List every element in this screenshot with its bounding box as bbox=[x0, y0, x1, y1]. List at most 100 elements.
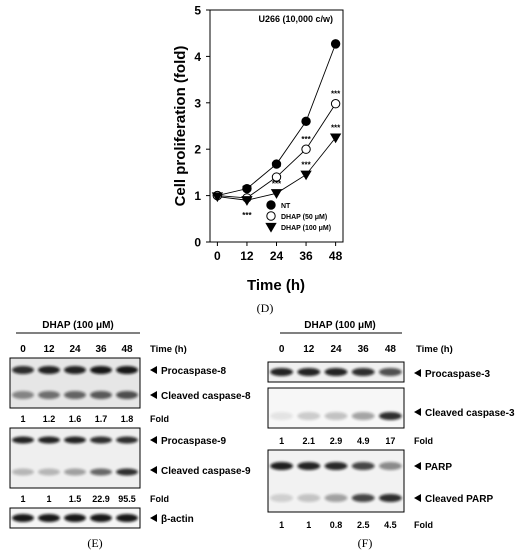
data-point-s2 bbox=[270, 189, 283, 199]
lane-label: 48 bbox=[385, 344, 397, 355]
blot-panel-f: DHAP (100 μM) Time (h) 0 12 24 36 48 Procaspa… bbox=[267, 320, 515, 530]
significance-marker: *** bbox=[272, 163, 282, 172]
blot-strip bbox=[267, 387, 405, 429]
data-point-s1 bbox=[330, 99, 341, 109]
y-tick-label: 0 bbox=[194, 236, 201, 250]
significance-marker: *** bbox=[272, 179, 282, 188]
blot-label: Procaspase-8 bbox=[161, 366, 226, 377]
protein-band bbox=[38, 436, 60, 444]
protein-band bbox=[297, 494, 321, 502]
band-arrow-icon bbox=[414, 494, 421, 502]
protein-band bbox=[90, 468, 112, 476]
protein-band bbox=[116, 514, 138, 522]
fold-label: Fold bbox=[150, 414, 169, 424]
panel-e-time-label: Time (h) bbox=[150, 344, 187, 355]
fold-value: 1.8 bbox=[121, 414, 134, 424]
fold-value: 95.5 bbox=[118, 494, 136, 504]
protein-band bbox=[351, 412, 375, 420]
protein-band bbox=[38, 366, 60, 374]
band-arrow-icon bbox=[150, 436, 157, 444]
data-point-s0 bbox=[330, 39, 341, 49]
y-tick-label: 4 bbox=[194, 50, 201, 64]
panel-f-treatment: DHAP (100 μM) bbox=[304, 320, 376, 331]
legend-label: DHAP (50 μM) bbox=[281, 214, 327, 221]
protein-band bbox=[116, 468, 138, 476]
band-arrow-icon bbox=[414, 369, 421, 377]
lane-label: 36 bbox=[95, 344, 107, 355]
fold-value: 2.1 bbox=[303, 436, 316, 446]
significance-marker: *** bbox=[242, 184, 252, 193]
protein-band bbox=[297, 462, 321, 470]
legend-label: NT bbox=[281, 203, 291, 210]
fold-value: 4.5 bbox=[384, 520, 397, 530]
chart-annotation: U266 (10,000 c/w) bbox=[258, 14, 333, 24]
protein-band bbox=[90, 391, 112, 399]
blot-label: Cleaved caspase-9 bbox=[161, 466, 251, 477]
blot-label: PARP bbox=[425, 462, 452, 473]
panel-label-f: (F) bbox=[358, 536, 373, 550]
band-arrow-icon bbox=[150, 466, 157, 474]
lane-label: 48 bbox=[121, 344, 133, 355]
lane-label: 12 bbox=[43, 344, 55, 355]
protein-band bbox=[12, 366, 34, 374]
band-arrow-icon bbox=[414, 462, 421, 470]
data-point-s0 bbox=[271, 159, 282, 169]
fold-value: 1.6 bbox=[69, 414, 82, 424]
x-tick-label: 48 bbox=[329, 249, 343, 263]
plot-frame bbox=[209, 9, 344, 243]
fold-value: 1 bbox=[20, 414, 25, 424]
fold-value: 1 bbox=[279, 436, 284, 446]
panel-f-time-label: Time (h) bbox=[416, 344, 453, 355]
protein-band bbox=[64, 468, 86, 476]
y-tick-label: 2 bbox=[194, 143, 201, 157]
fold-label: Fold bbox=[414, 520, 433, 530]
legend-marker bbox=[265, 222, 277, 233]
protein-band bbox=[324, 412, 348, 420]
protein-band bbox=[270, 494, 294, 502]
blot-label: Procaspase-9 bbox=[161, 436, 226, 447]
protein-band bbox=[64, 436, 86, 444]
protein-band bbox=[90, 366, 112, 374]
protein-band bbox=[38, 514, 60, 522]
blot-strip bbox=[9, 357, 141, 409]
protein-band bbox=[38, 391, 60, 399]
legend-label: DHAP (100 μM) bbox=[281, 225, 331, 232]
blot-label: Cleaved caspase-3 bbox=[425, 408, 515, 419]
blot-label: Cleaved caspase-8 bbox=[161, 391, 251, 402]
significance-marker: *** bbox=[331, 124, 341, 133]
data-point-s1 bbox=[301, 144, 311, 154]
fold-value: 1 bbox=[46, 494, 51, 504]
protein-band bbox=[90, 436, 112, 444]
data-point-s0 bbox=[301, 116, 311, 127]
x-tick-label: 12 bbox=[240, 249, 254, 263]
x-tick-label: 24 bbox=[270, 249, 284, 263]
fold-value: 4.9 bbox=[357, 436, 370, 446]
lane-label: 12 bbox=[303, 344, 315, 355]
protein-band bbox=[378, 368, 402, 376]
data-point-s2 bbox=[329, 133, 342, 144]
protein-band bbox=[324, 368, 348, 376]
band-arrow-icon bbox=[150, 366, 157, 374]
protein-band bbox=[351, 368, 375, 376]
fold-value: 1 bbox=[279, 520, 284, 530]
protein-band bbox=[351, 462, 375, 470]
chart-legend: NT DHAP (50 μM) DHAP (100 μM) bbox=[265, 200, 331, 233]
blot-label: Cleaved PARP bbox=[425, 494, 494, 505]
legend-marker bbox=[266, 211, 276, 221]
y-tick-label: 1 bbox=[194, 189, 201, 203]
fold-value: 1 bbox=[306, 520, 311, 530]
fold-label: Fold bbox=[150, 494, 169, 504]
blot-label: β-actin bbox=[161, 514, 194, 525]
fold-value: 1.7 bbox=[95, 414, 108, 424]
fold-label: Fold bbox=[414, 436, 433, 446]
data-point-s1 bbox=[271, 172, 282, 182]
protein-band bbox=[116, 391, 138, 399]
protein-band bbox=[12, 436, 34, 444]
protein-band bbox=[378, 462, 402, 470]
protein-band bbox=[351, 494, 375, 502]
protein-band bbox=[297, 412, 321, 420]
lane-label: 0 bbox=[279, 344, 285, 355]
x-tick-label: 0 bbox=[214, 249, 221, 263]
